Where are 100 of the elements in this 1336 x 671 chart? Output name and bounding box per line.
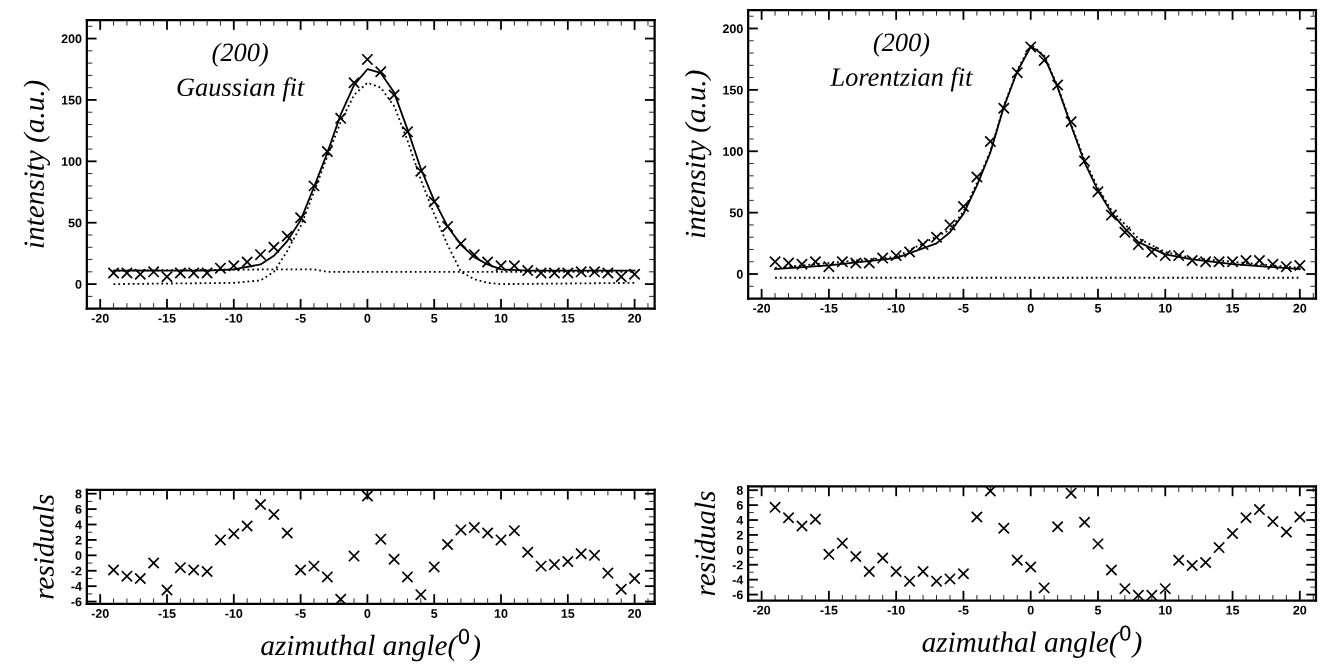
point bbox=[241, 256, 254, 268]
point bbox=[809, 513, 822, 526]
point bbox=[1240, 511, 1252, 524]
point bbox=[1105, 563, 1118, 576]
point bbox=[997, 522, 1010, 535]
point bbox=[147, 557, 160, 570]
point bbox=[957, 567, 970, 580]
point bbox=[836, 537, 849, 550]
y-tick-label: 50 bbox=[729, 208, 743, 218]
point bbox=[454, 237, 467, 250]
point bbox=[984, 486, 997, 497]
point bbox=[1186, 559, 1199, 572]
point bbox=[1078, 516, 1091, 529]
y-tick-label: 100 bbox=[723, 147, 743, 156]
point bbox=[281, 527, 294, 539]
y-tick-label: 0 bbox=[736, 269, 743, 279]
point bbox=[1078, 155, 1091, 168]
point bbox=[601, 567, 614, 580]
point bbox=[321, 145, 334, 158]
point bbox=[795, 520, 808, 532]
y-axis-title: residuals bbox=[694, 491, 716, 596]
point bbox=[1092, 185, 1104, 198]
x-tick-label: -10 bbox=[887, 303, 905, 313]
x-tick-label: 5 bbox=[431, 313, 438, 323]
annotation: Gaussian fit bbox=[177, 77, 305, 102]
point bbox=[943, 572, 956, 585]
point bbox=[628, 268, 641, 281]
point bbox=[521, 264, 534, 277]
point bbox=[1172, 554, 1185, 567]
point bbox=[388, 89, 401, 102]
y-tick-label: -2 bbox=[71, 566, 82, 576]
x-tick-label: 15 bbox=[1226, 303, 1240, 313]
point bbox=[508, 524, 521, 537]
x-tick-label: 20 bbox=[1293, 605, 1307, 615]
point bbox=[307, 179, 320, 192]
y-tick-label: -6 bbox=[71, 597, 82, 607]
point bbox=[254, 498, 267, 511]
y-tick-label: 100 bbox=[61, 157, 82, 166]
y-tick-label: 200 bbox=[61, 34, 82, 44]
point bbox=[561, 555, 574, 568]
point bbox=[334, 112, 347, 125]
y-tick-label: 200 bbox=[722, 24, 743, 34]
annotation: (200) bbox=[873, 32, 930, 57]
point bbox=[615, 270, 628, 283]
point bbox=[957, 200, 970, 213]
point bbox=[876, 552, 889, 565]
point bbox=[307, 560, 320, 573]
x-axis-title: azimuthal angle($^{0}$) bbox=[261, 628, 481, 662]
point bbox=[917, 565, 930, 578]
y-tick-label: 8 bbox=[736, 486, 743, 495]
point bbox=[147, 265, 160, 278]
y-tick-label: 2 bbox=[736, 530, 743, 540]
x-tick-label: 0 bbox=[364, 313, 371, 323]
point bbox=[1253, 503, 1266, 516]
point bbox=[782, 511, 795, 524]
point bbox=[1266, 515, 1279, 528]
y-tick-label: 8 bbox=[75, 489, 82, 499]
point bbox=[1038, 54, 1051, 67]
point bbox=[822, 260, 835, 273]
point bbox=[822, 548, 835, 561]
x-tick-label: 5 bbox=[1094, 303, 1102, 313]
point bbox=[174, 561, 187, 574]
point bbox=[1132, 238, 1145, 251]
y-tick-label: 2 bbox=[75, 535, 82, 545]
y-tick-label: 0 bbox=[75, 279, 82, 289]
point bbox=[374, 65, 387, 78]
point bbox=[1266, 258, 1279, 271]
y-tick-label: 6 bbox=[736, 500, 743, 510]
y-tick-label: 0 bbox=[75, 551, 82, 560]
point bbox=[428, 195, 441, 208]
point bbox=[414, 165, 427, 178]
point bbox=[107, 564, 120, 576]
point bbox=[930, 575, 943, 588]
x-tick-label: -20 bbox=[91, 609, 109, 618]
point bbox=[227, 259, 240, 272]
point bbox=[414, 588, 427, 601]
y-tick-label: -2 bbox=[732, 560, 743, 570]
point bbox=[997, 102, 1010, 115]
x-tick-label: -10 bbox=[225, 609, 243, 618]
point bbox=[388, 553, 401, 566]
point bbox=[468, 248, 481, 261]
point bbox=[769, 501, 782, 514]
x-tick-label: -15 bbox=[820, 605, 838, 615]
point bbox=[1011, 66, 1024, 79]
point bbox=[441, 220, 454, 233]
x-tick-label: -10 bbox=[225, 313, 243, 323]
point bbox=[214, 533, 227, 546]
point bbox=[628, 572, 641, 585]
point bbox=[1051, 78, 1064, 91]
x-tick-label: 0 bbox=[1027, 303, 1034, 313]
point bbox=[161, 584, 173, 597]
annotation: Lorentzian fit bbox=[830, 67, 973, 92]
x-tick-label: 10 bbox=[494, 313, 508, 323]
point bbox=[1092, 537, 1104, 550]
annotation: (200) bbox=[212, 42, 268, 67]
x-tick-label: -5 bbox=[958, 303, 969, 313]
point bbox=[454, 523, 467, 536]
y-tick-label: 150 bbox=[723, 85, 743, 95]
y-axis-title: intensity (a.u.) bbox=[684, 70, 712, 238]
point bbox=[1213, 541, 1226, 554]
